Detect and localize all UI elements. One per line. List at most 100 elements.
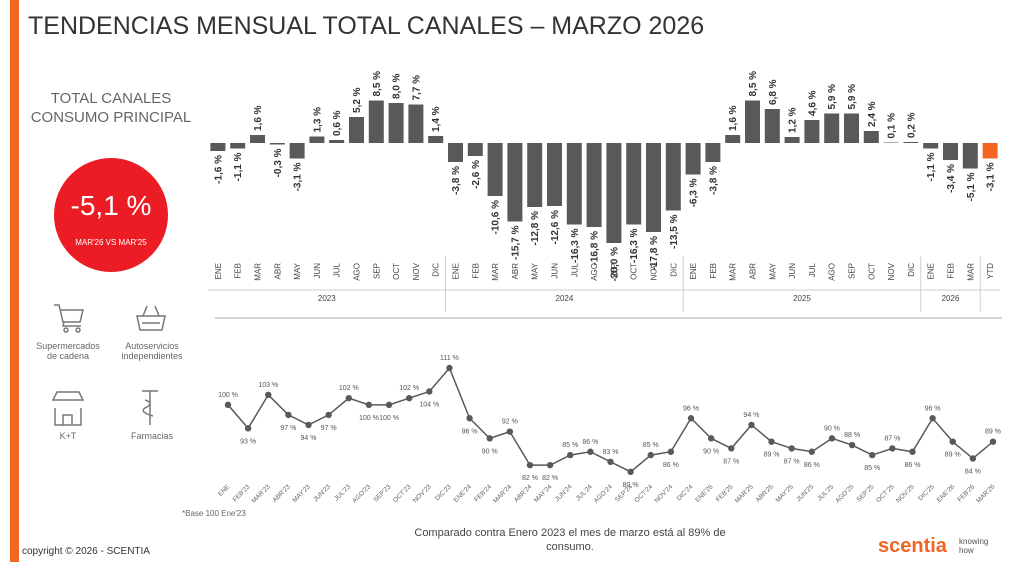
point [567, 451, 574, 459]
x-tick-label: SEP'23 [372, 483, 392, 503]
x-tick-label: MAR [491, 263, 500, 281]
bar [368, 100, 384, 143]
bar [329, 140, 345, 143]
point-label: 102 % [339, 385, 359, 392]
x-tick-label: JUL [333, 262, 342, 277]
point [265, 391, 272, 398]
x-tick-label: DIC'24 [676, 483, 695, 502]
x-tick-label: JUL [570, 262, 579, 277]
point-label: 86 % [904, 462, 920, 469]
x-tick-label: JUN'24 [554, 483, 574, 503]
bar-label: -1,1 % [926, 152, 937, 181]
bar-label: 0,1 % [887, 113, 898, 139]
x-tick-label: MAR'26 [975, 483, 996, 504]
bar [527, 143, 543, 207]
x-tick-label: MAY [531, 262, 540, 279]
bar [903, 142, 919, 143]
footnote: *Base 100 Ene'23 [182, 509, 246, 518]
group-label: 2026 [942, 294, 960, 303]
bar-label: -3,1 % [986, 162, 997, 191]
bar-label: -1,6 % [213, 155, 224, 184]
point-label: 111 % [440, 355, 459, 362]
bar [230, 143, 246, 149]
x-tick-label: JUN'25 [795, 483, 815, 503]
point [526, 461, 534, 469]
bar-label: 7,7 % [411, 75, 422, 101]
bar [764, 109, 780, 143]
point-label: 92 % [502, 419, 518, 426]
bar [507, 143, 523, 222]
kpi-circle [54, 158, 168, 272]
bar [606, 143, 622, 243]
bar-label: 8,5 % [748, 71, 759, 97]
x-tick-label: NOV [650, 262, 659, 280]
bar-label: -3,8 % [451, 166, 462, 195]
x-tick-label: AGO [590, 263, 599, 281]
bar-label: 8,5 % [372, 71, 383, 97]
bar-label: -12,8 % [530, 211, 541, 246]
x-tick-label: NOV [412, 262, 421, 280]
bar [646, 143, 661, 232]
point-label: 86 % [663, 462, 679, 469]
point-label: 97 % [280, 425, 296, 432]
bar [586, 143, 602, 227]
bar-label: -1,1 % [233, 152, 244, 181]
copyright: copyright © 2026 - SCENTIA [22, 546, 150, 557]
x-tick-label: ENE [452, 263, 461, 279]
bar-label: 1,4 % [431, 106, 442, 132]
point-label: 94 % [743, 412, 759, 419]
point [889, 445, 896, 452]
bar [547, 143, 562, 206]
bar [428, 136, 444, 143]
point-label: 96 % [925, 405, 941, 412]
x-tick-label: SEP [610, 263, 619, 279]
bar [349, 117, 364, 143]
bar [804, 120, 820, 143]
x-tick-label: MAR [966, 263, 975, 281]
bar [943, 143, 958, 160]
channel-label: Supermercados [36, 341, 100, 351]
point [385, 401, 393, 409]
point [848, 441, 856, 449]
line [227, 366, 994, 473]
basket-icon [136, 305, 166, 331]
kpi-caption: MAR'26 VS MAR'25 [75, 238, 147, 247]
bar-label: -13,5 % [669, 214, 680, 249]
x-tick-label: NOV [887, 262, 896, 280]
bar-label: -3,8 % [708, 166, 719, 195]
point [466, 415, 473, 422]
bar [962, 143, 978, 169]
x-tick-label: ABR'23 [271, 483, 292, 504]
group-label: 2024 [556, 294, 574, 303]
x-tick-label: AGO [353, 263, 362, 281]
bar [250, 135, 265, 143]
x-tick-label: ENE'24 [453, 483, 474, 504]
bar [982, 143, 998, 159]
x-tick-label: YTD [986, 263, 995, 279]
kpi-value: -5,1 % [71, 190, 152, 221]
point [788, 445, 795, 452]
x-tick-label: JUL'23 [333, 483, 352, 502]
x-tick-label: JUN'23 [312, 483, 332, 503]
point [365, 401, 373, 409]
bar [626, 143, 642, 225]
point-label: 93 % [240, 438, 256, 445]
point [748, 421, 755, 429]
bar-label: -3,4 % [946, 164, 957, 193]
x-tick-label: ENE [214, 263, 223, 279]
bar-label: -17,8 % [649, 236, 660, 271]
panel-heading: TOTAL CANALES [51, 90, 172, 107]
x-tick-label: NOV'23 [412, 483, 433, 504]
point-label: 87 % [884, 435, 900, 442]
bar [269, 143, 285, 145]
x-tick-label: SEP'25 [855, 483, 875, 503]
bar-label: -15,7 % [510, 225, 521, 260]
point-label: 87 % [723, 458, 739, 465]
point [929, 415, 936, 422]
channel-label: independientes [121, 351, 183, 361]
bar-label: 0,6 % [332, 110, 343, 136]
point [647, 451, 654, 459]
bar-label: 1,6 % [253, 105, 264, 131]
x-tick-label: ABR [749, 263, 758, 280]
point [345, 394, 352, 402]
